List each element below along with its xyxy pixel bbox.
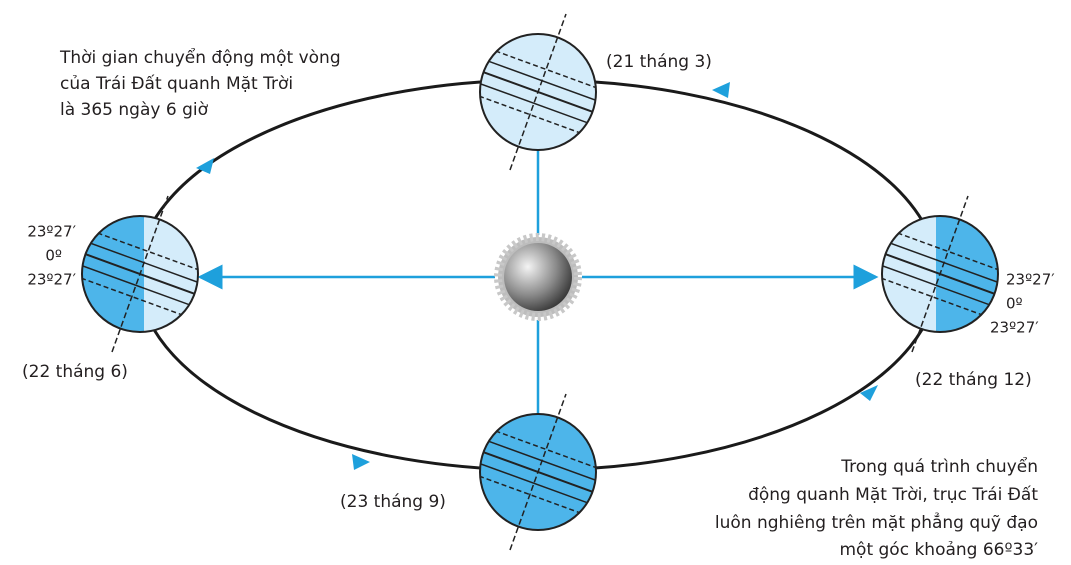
latitude-label: 23º27′ [27,223,76,241]
note-line: động quanh Mặt Trời, trục Trái Đất [748,484,1038,505]
date-label: (21 tháng 3) [606,52,712,72]
note-line: Thời gian chuyển động một vòng [59,47,341,68]
note-line: một góc khoảng 66º33′ [839,540,1038,560]
latitude-label: 0º [45,247,62,265]
note-line: luôn nghiêng trên mặt phẳng quỹ đạo [715,512,1038,533]
diagram: Thời gian chuyển động một vòng của Trái … [0,0,1071,565]
date-label: (23 tháng 9) [340,492,446,512]
latitude-label: 23º27′ [27,271,76,289]
note-line: là 365 ngày 6 giờ [60,100,209,120]
date-label: (22 tháng 6) [22,362,128,382]
earth [464,14,612,170]
date-label: (22 tháng 12) [915,370,1032,390]
earth [66,196,214,352]
note-line: Trong quá trình chuyển [840,456,1038,477]
note-line: của Trái Đất quanh Mặt Trời [60,73,293,94]
latitude-label: 23º27′ [1006,271,1055,289]
latitude-label: 0º [1006,295,1023,313]
earth [464,394,612,550]
sun [498,237,578,317]
latitude-label: 23º27′ [990,319,1039,337]
